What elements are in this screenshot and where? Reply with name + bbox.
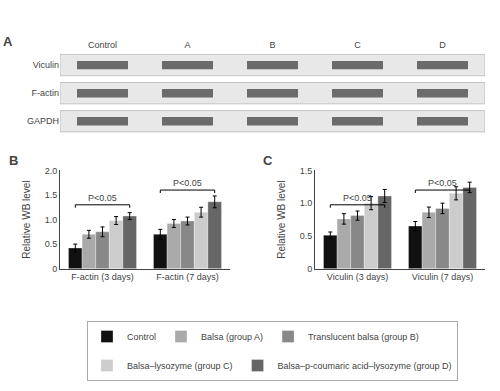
svg-text:F-actin (7 days): F-actin (7 days) bbox=[156, 272, 219, 282]
svg-text:0: 0 bbox=[52, 264, 57, 274]
svg-text:Viculin (3 days): Viculin (3 days) bbox=[327, 272, 388, 282]
svg-text:0.5: 0.5 bbox=[45, 239, 58, 249]
svg-text:D: D bbox=[439, 40, 446, 50]
svg-text:Viculin: Viculin bbox=[33, 60, 59, 70]
svg-text:B: B bbox=[269, 40, 275, 50]
svg-text:Control: Control bbox=[127, 332, 156, 342]
svg-text:P<0.05: P<0.05 bbox=[343, 193, 372, 203]
svg-text:2.0: 2.0 bbox=[45, 166, 58, 176]
svg-text:1.0: 1.0 bbox=[300, 198, 313, 208]
svg-text:B: B bbox=[9, 153, 18, 168]
svg-text:0: 0 bbox=[307, 264, 312, 274]
svg-text:1.0: 1.0 bbox=[45, 215, 58, 225]
svg-text:Translucent balsa (group B): Translucent balsa (group B) bbox=[308, 332, 419, 342]
svg-text:0.5: 0.5 bbox=[300, 231, 313, 241]
svg-text:A: A bbox=[184, 40, 190, 50]
svg-text:F-actin: F-actin bbox=[31, 88, 59, 98]
svg-text:P<0.05: P<0.05 bbox=[428, 178, 457, 188]
svg-text:C: C bbox=[354, 40, 361, 50]
svg-text:Balsa–p-coumaric acid–lysozyme: Balsa–p-coumaric acid–lysozyme (group D) bbox=[278, 361, 452, 371]
svg-text:1.5: 1.5 bbox=[45, 190, 58, 200]
svg-text:Control: Control bbox=[88, 40, 117, 50]
svg-text:F-actin (3 days): F-actin (3 days) bbox=[71, 272, 134, 282]
svg-text:GAPDH: GAPDH bbox=[27, 116, 59, 126]
svg-text:Viculin (7 days): Viculin (7 days) bbox=[412, 272, 473, 282]
svg-text:Relative WB level: Relative WB level bbox=[276, 180, 287, 258]
svg-text:P<0.05: P<0.05 bbox=[88, 193, 117, 203]
svg-text:A: A bbox=[3, 34, 13, 49]
svg-text:P<0.05: P<0.05 bbox=[173, 178, 202, 188]
svg-text:Balsa–lysozyme (group C): Balsa–lysozyme (group C) bbox=[127, 361, 233, 371]
svg-text:C: C bbox=[263, 153, 273, 168]
svg-text:Relative WB level: Relative WB level bbox=[21, 180, 32, 258]
svg-text:Balsa (group A): Balsa (group A) bbox=[201, 332, 263, 342]
svg-text:1.5: 1.5 bbox=[300, 166, 313, 176]
